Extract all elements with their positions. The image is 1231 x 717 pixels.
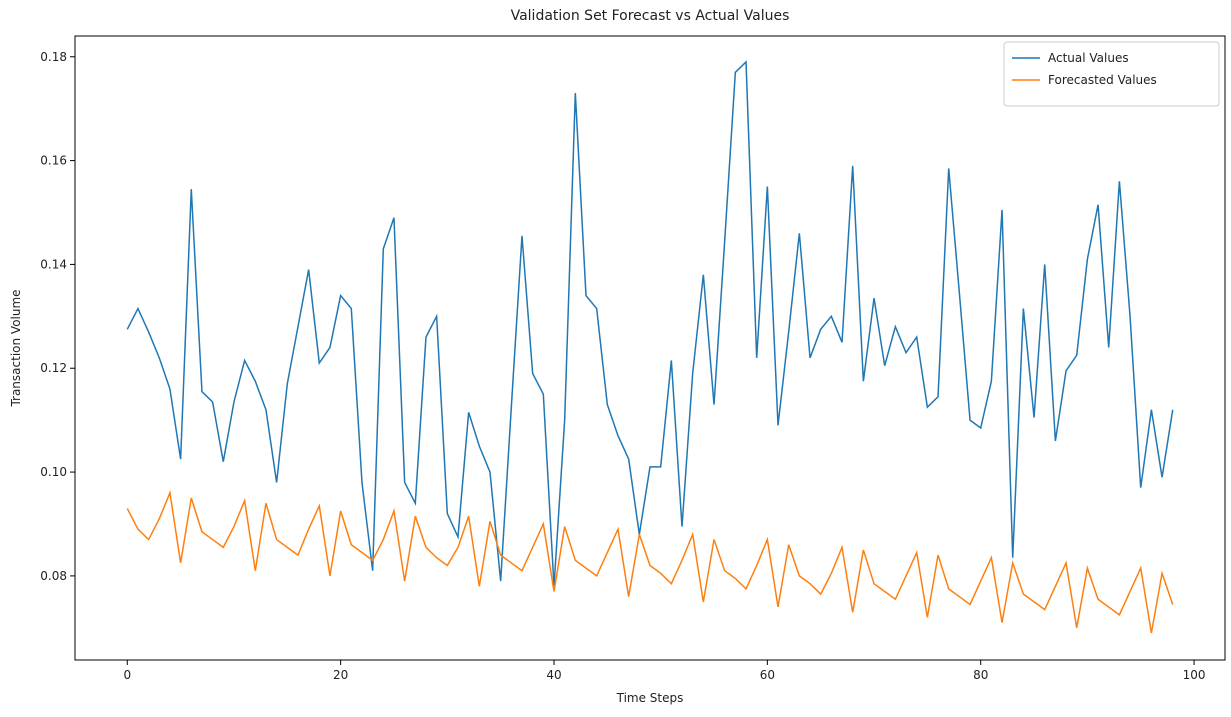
x-tick-label: 80: [973, 668, 988, 682]
y-tick-label: 0.08: [40, 569, 67, 583]
legend-box: [1003, 41, 1220, 107]
y-axis-label: Transaction Volume: [9, 289, 23, 407]
y-tick-label: 0.10: [40, 465, 67, 479]
legend-label: Forecasted Values: [1048, 73, 1157, 87]
x-tick-label: 0: [123, 668, 131, 682]
legend-label: Actual Values: [1048, 51, 1129, 65]
y-tick-label: 0.12: [40, 361, 67, 375]
x-tick-label: 20: [333, 668, 348, 682]
x-axis-label: Time Steps: [616, 691, 684, 705]
data-line: [126, 490, 1174, 634]
x-tick-label: 100: [1183, 668, 1206, 682]
x-tick-label: 40: [546, 668, 561, 682]
y-tick-label: 0.16: [40, 154, 67, 168]
chart-title: Validation Set Forecast vs Actual Values: [511, 8, 790, 24]
y-tick-label: 0.14: [40, 257, 67, 271]
x-tick-label: 60: [760, 668, 775, 682]
plot-frame: [74, 35, 1226, 661]
data-line: [126, 60, 1174, 587]
y-tick-label: 0.18: [40, 50, 67, 64]
